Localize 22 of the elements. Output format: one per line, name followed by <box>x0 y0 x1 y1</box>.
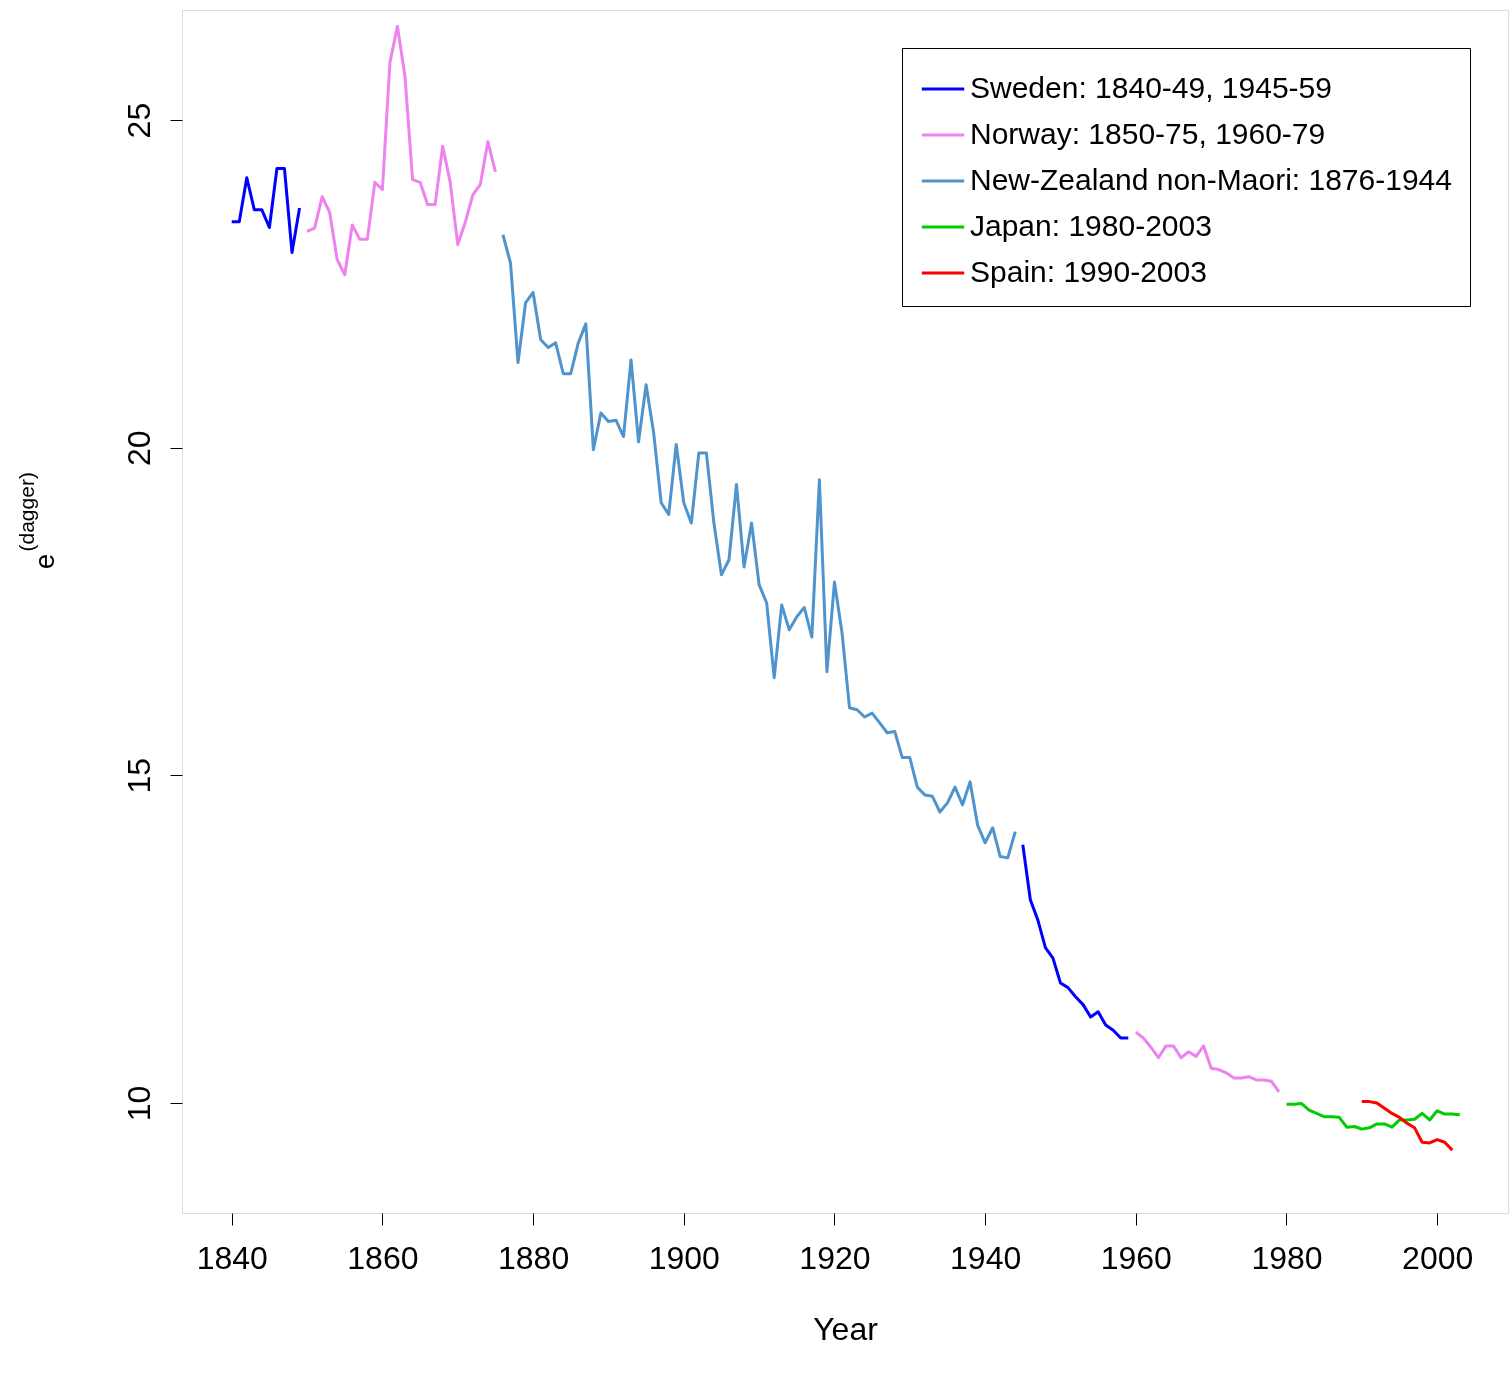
x-tick-label: 1840 <box>196 1239 268 1276</box>
legend-label: Japan: 1980-2003 <box>970 209 1212 242</box>
x-tick-label: 1920 <box>799 1239 871 1276</box>
line-series <box>1285 1102 1462 1131</box>
line-series <box>1360 1100 1454 1152</box>
x-axis-title: Year <box>813 1310 879 1347</box>
legend-label: Norway: 1850-75, 1960-79 <box>970 117 1326 150</box>
y-axis-title: e(dagger) <box>15 472 60 570</box>
y-tick-label: 20 <box>120 430 157 466</box>
x-tick-label: 2000 <box>1402 1239 1474 1276</box>
x-tick-label: 1940 <box>950 1239 1022 1276</box>
y-tick-label: 15 <box>120 758 157 794</box>
x-tick-label: 1980 <box>1251 1239 1323 1276</box>
x-tick-label: 1900 <box>648 1239 720 1276</box>
y-tick-label: 25 <box>120 102 157 139</box>
x-tick-label: 1860 <box>347 1239 419 1276</box>
legend-label: Spain: 1990-2003 <box>970 255 1207 288</box>
x-tick-label: 1880 <box>497 1239 570 1276</box>
y-tick-label: 10 <box>120 1085 157 1122</box>
legend-label: New-Zealand non-Maori: 1876-1944 <box>970 163 1452 196</box>
legend-label: Sweden: 1840-49, 1945-59 <box>970 71 1332 104</box>
x-tick-label: 1960 <box>1100 1239 1172 1276</box>
